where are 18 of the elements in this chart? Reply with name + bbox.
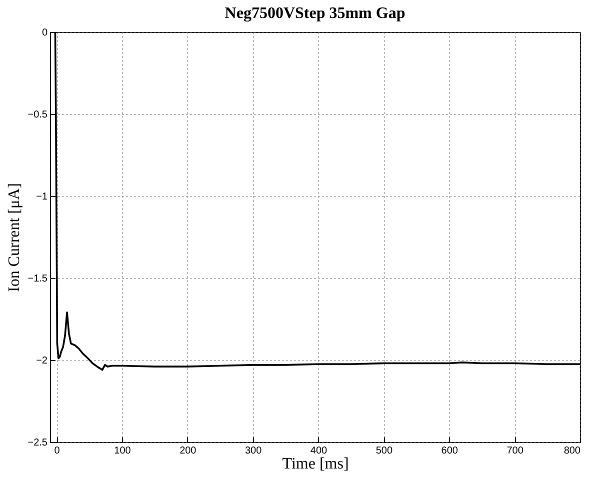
y-tick-label: −2.5 <box>28 438 48 448</box>
chart-title: Neg7500VStep 35mm Gap <box>224 5 406 22</box>
y-tick-label: −2 <box>36 356 48 366</box>
y-tick-label: −1.5 <box>28 274 48 284</box>
x-tick-label: 300 <box>244 446 262 456</box>
x-tick-label: 600 <box>441 446 458 456</box>
x-tick-label: 0 <box>54 446 60 456</box>
x-tick-label: 700 <box>506 446 524 456</box>
y-tick-label: −1 <box>36 192 48 202</box>
x-tick-label: 100 <box>114 446 132 456</box>
x-axis-title: Time [ms] <box>282 456 349 472</box>
x-tick-label: 400 <box>310 446 328 456</box>
x-tick-label: 200 <box>180 446 197 456</box>
y-axis-title: Ion Current [μA] <box>6 183 23 292</box>
x-tick-label: 500 <box>376 446 393 456</box>
y-tick-label: −0.5 <box>28 110 48 120</box>
y-tick-label: 0 <box>42 28 48 38</box>
x-tick-label: 800 <box>564 446 581 456</box>
